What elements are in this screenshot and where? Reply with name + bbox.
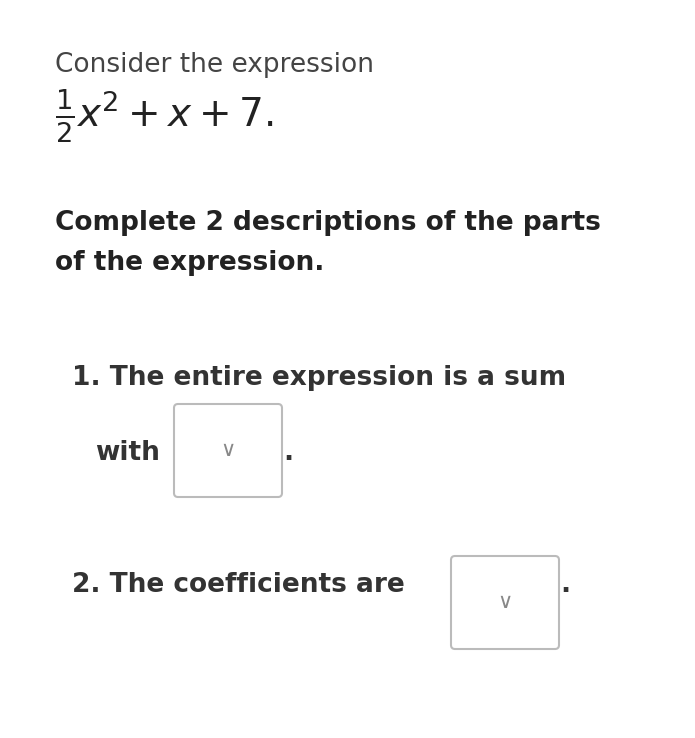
FancyBboxPatch shape	[451, 556, 559, 649]
Text: 1. The entire expression is a sum: 1. The entire expression is a sum	[72, 365, 566, 391]
Text: of the expression.: of the expression.	[55, 250, 325, 276]
Text: ∨: ∨	[498, 593, 513, 613]
Text: Consider the expression: Consider the expression	[55, 52, 374, 78]
Text: .: .	[283, 440, 293, 466]
Text: ∨: ∨	[220, 441, 236, 461]
FancyBboxPatch shape	[174, 404, 282, 497]
Text: with: with	[95, 440, 160, 466]
Text: $\frac{1}{2}x^2 + x + 7.$: $\frac{1}{2}x^2 + x + 7.$	[55, 88, 274, 145]
Text: Complete 2 descriptions of the parts: Complete 2 descriptions of the parts	[55, 210, 601, 236]
Text: 2. The coefficients are: 2. The coefficients are	[72, 572, 404, 598]
Text: .: .	[560, 572, 570, 598]
